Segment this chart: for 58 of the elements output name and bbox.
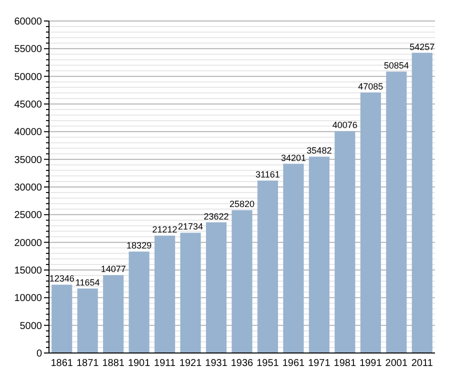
y-tick-label: 60000 bbox=[14, 16, 42, 28]
data-label: 35482 bbox=[306, 146, 332, 156]
bar bbox=[308, 156, 330, 353]
data-label: 21734 bbox=[178, 222, 204, 232]
x-tick-label: 1911 bbox=[154, 358, 176, 369]
bar bbox=[412, 52, 432, 353]
y-tick-label: 0 bbox=[36, 348, 42, 360]
data-label: 31161 bbox=[256, 170, 280, 180]
data-label: 18329 bbox=[126, 240, 152, 251]
y-tick-label: 30000 bbox=[14, 182, 42, 194]
bar bbox=[128, 252, 150, 353]
y-tick-label: 50000 bbox=[14, 72, 42, 83]
x-tick-label: 1961 bbox=[282, 358, 306, 369]
x-tick-label: 1931 bbox=[205, 358, 228, 369]
bar bbox=[386, 72, 407, 353]
x-tick-label: 1921 bbox=[179, 358, 202, 369]
y-tick-label: 10000 bbox=[14, 293, 42, 304]
y-tick-label: 35000 bbox=[14, 154, 42, 166]
y-tick-label: 15000 bbox=[14, 266, 42, 276]
data-label: 40076 bbox=[332, 120, 358, 130]
bar bbox=[180, 232, 201, 353]
data-label: 54257 bbox=[410, 42, 435, 52]
x-tick-label: 1871 bbox=[76, 358, 100, 369]
y-tick-label: 55000 bbox=[14, 44, 42, 56]
data-label: 23622 bbox=[204, 211, 229, 222]
bar bbox=[154, 236, 176, 353]
x-tick-label: 2001 bbox=[385, 358, 408, 369]
data-label: 14077 bbox=[100, 264, 126, 274]
data-label: 47085 bbox=[358, 81, 384, 92]
bar bbox=[334, 131, 356, 353]
data-label: 25820 bbox=[229, 199, 255, 210]
bar bbox=[283, 164, 304, 353]
bar bbox=[232, 210, 252, 353]
y-tick-label: 25000 bbox=[14, 210, 42, 222]
data-label: 50854 bbox=[384, 60, 409, 71]
x-tick-label: 1861 bbox=[50, 358, 74, 369]
y-tick-label: 20000 bbox=[14, 238, 42, 249]
x-tick-label: 1991 bbox=[360, 358, 382, 369]
data-label: 34201 bbox=[280, 152, 306, 163]
x-tick-label: 1951 bbox=[256, 358, 280, 369]
bar bbox=[103, 275, 124, 353]
x-tick-label: 1881 bbox=[102, 358, 125, 369]
y-tick-label: 45000 bbox=[14, 100, 42, 110]
x-tick-label: 1901 bbox=[128, 358, 151, 369]
bar bbox=[257, 180, 278, 353]
y-tick-label: 5000 bbox=[20, 320, 42, 332]
y-tick-label: 40000 bbox=[14, 127, 42, 138]
data-label: 12346 bbox=[49, 274, 74, 284]
x-tick-label: 1971 bbox=[308, 358, 331, 369]
bar bbox=[77, 288, 98, 353]
data-label: 21212 bbox=[152, 224, 178, 235]
x-tick-label: 2011 bbox=[411, 358, 434, 369]
bar bbox=[52, 284, 72, 353]
x-tick-label: 1936 bbox=[230, 358, 254, 369]
data-label: 11654 bbox=[75, 278, 100, 288]
bar bbox=[206, 222, 227, 353]
bar bbox=[360, 92, 381, 353]
x-tick-label: 1981 bbox=[334, 358, 356, 369]
